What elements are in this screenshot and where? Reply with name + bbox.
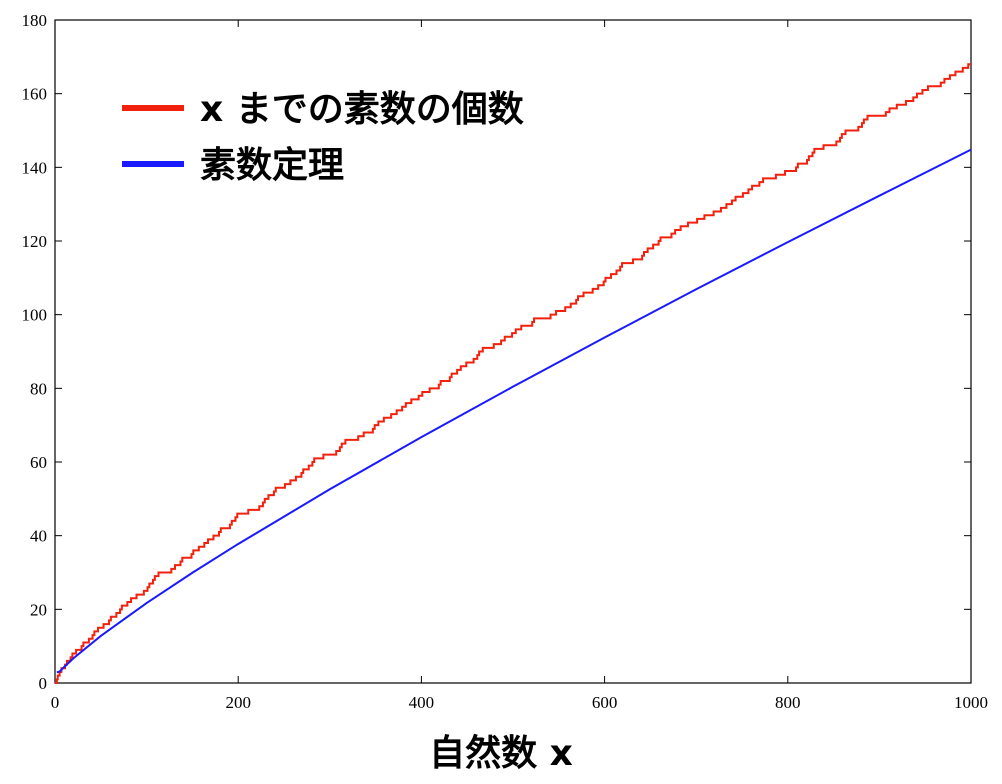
x-tick-label: 200 xyxy=(225,693,251,712)
y-tick-label: 160 xyxy=(22,85,48,104)
y-tick-label: 80 xyxy=(30,379,47,398)
data-line xyxy=(56,148,972,674)
y-tick-label: 0 xyxy=(39,674,48,693)
y-tick-label: 60 xyxy=(30,453,47,472)
y-tick-label: 40 xyxy=(30,527,47,546)
x-tick-label: 1000 xyxy=(954,693,988,712)
y-tick-label: 140 xyxy=(22,158,48,177)
x-tick-label: 600 xyxy=(592,693,618,712)
x-tick-label: 0 xyxy=(51,693,60,712)
x-axis-label: 自然数 x xyxy=(429,732,573,774)
data-line xyxy=(55,63,971,684)
y-tick-label: 120 xyxy=(22,232,48,251)
x-tick-label: 800 xyxy=(775,693,801,712)
legend-label: x までの素数の個数 xyxy=(200,89,524,130)
y-tick-label: 100 xyxy=(22,306,48,325)
y-tick-label: 20 xyxy=(30,600,47,619)
legend-label: 素数定理 xyxy=(200,145,344,186)
x-tick-label: 400 xyxy=(409,693,435,712)
y-tick-label: 180 xyxy=(22,11,48,30)
plot-frame xyxy=(54,19,972,684)
